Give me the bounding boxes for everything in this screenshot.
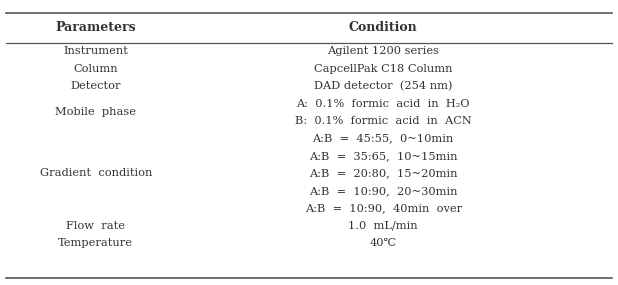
Text: 1.0  mL/min: 1.0 mL/min — [349, 221, 418, 231]
Text: Agilent 1200 series: Agilent 1200 series — [327, 46, 439, 56]
Text: Flow  rate: Flow rate — [66, 221, 125, 231]
Text: Mobile  phase: Mobile phase — [55, 107, 137, 117]
Text: Parameters: Parameters — [56, 21, 136, 34]
Text: Instrument: Instrument — [64, 46, 128, 56]
Text: A:B  =  20:80,  15~20min: A:B = 20:80, 15~20min — [309, 168, 457, 178]
Text: B:  0.1%  formic  acid  in  ACN: B: 0.1% formic acid in ACN — [295, 116, 472, 126]
Text: Column: Column — [74, 64, 118, 74]
Text: CapcellPak C18 Column: CapcellPak C18 Column — [314, 64, 452, 74]
Text: Condition: Condition — [349, 21, 418, 34]
Text: Gradient  condition: Gradient condition — [40, 168, 152, 178]
Text: A:B  =  10:90,  40min  over: A:B = 10:90, 40min over — [305, 203, 462, 213]
Text: A:B  =  10:90,  20~30min: A:B = 10:90, 20~30min — [309, 186, 457, 196]
Text: A:B  =  35:65,  10~15min: A:B = 35:65, 10~15min — [309, 151, 457, 161]
Text: A:  0.1%  formic  acid  in  H₂O: A: 0.1% formic acid in H₂O — [297, 99, 470, 109]
Text: A:B  =  45:55,  0~10min: A:B = 45:55, 0~10min — [313, 134, 454, 144]
Text: Detector: Detector — [70, 81, 121, 91]
Text: DAD detector  (254 nm): DAD detector (254 nm) — [314, 81, 452, 91]
Text: Temperature: Temperature — [58, 238, 133, 248]
Text: 40℃: 40℃ — [370, 238, 397, 248]
